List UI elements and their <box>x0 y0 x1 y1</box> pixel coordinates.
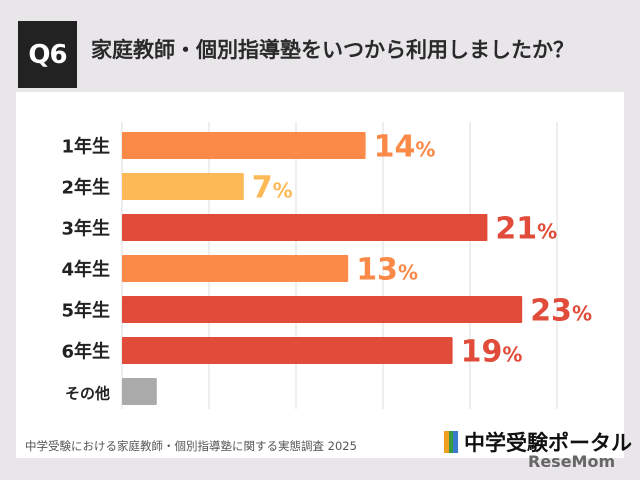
unit-label: % <box>415 138 435 162</box>
chart-panel: 1年生 14% 2年生 7% 3年生 21% 4年生 13% 5年生 23% 6年生 19% その他 <box>16 92 624 458</box>
unit-label: % <box>398 261 418 285</box>
unit-label: % <box>572 302 592 326</box>
source-note: 中学受験における家庭教師・個別指導塾に関する実態調査 2025 <box>25 439 357 453</box>
bar <box>122 132 366 159</box>
watermark: ReseMom <box>528 452 616 471</box>
bar <box>122 173 244 200</box>
logo-text: 中学受験ポータル <box>464 431 632 455</box>
unit-label: % <box>502 343 522 367</box>
category-label: その他 <box>65 385 110 403</box>
bar <box>122 255 349 282</box>
category-label: 4年生 <box>61 259 110 281</box>
category-label: 2年生 <box>61 177 110 199</box>
bar <box>122 214 488 241</box>
logo: 中学受験ポータル <box>444 427 632 457</box>
unit-label: % <box>537 220 557 244</box>
category-label: 6年生 <box>61 341 110 363</box>
page-title: 家庭教師・個別指導塾をいつから利用しましたか？ <box>91 38 574 62</box>
unit-label: % <box>273 179 293 203</box>
bar-chart: 1年生 14% 2年生 7% 3年生 21% 4年生 13% 5年生 23% 6年生 19% その他 <box>61 122 592 409</box>
data-label: 7% <box>252 171 293 206</box>
logo-book-icon <box>444 431 458 453</box>
category-label: 5年生 <box>61 300 110 322</box>
bar <box>122 378 157 405</box>
category-label: 3年生 <box>61 218 110 240</box>
bar <box>122 296 523 323</box>
data-label: 21% <box>495 212 557 247</box>
bar <box>122 337 453 364</box>
data-label: 19% <box>461 335 523 370</box>
data-label: 13% <box>356 253 418 288</box>
category-label: 1年生 <box>61 136 110 158</box>
data-label: 23% <box>530 294 592 329</box>
question-badge: Q6 <box>18 21 77 88</box>
data-label: 14% <box>374 130 436 165</box>
